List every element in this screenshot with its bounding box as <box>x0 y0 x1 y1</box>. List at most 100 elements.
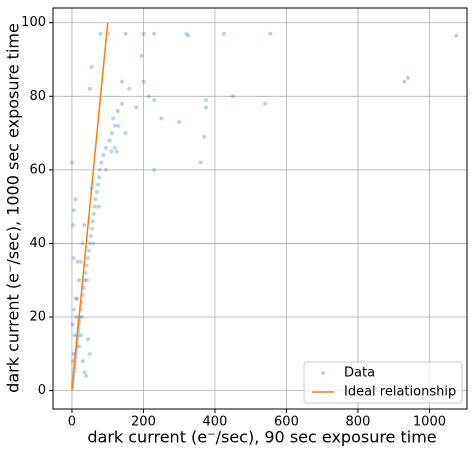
data-point <box>454 33 459 38</box>
data-point <box>80 241 85 246</box>
data-point <box>103 167 108 172</box>
data-point <box>115 109 120 114</box>
data-point <box>109 149 114 154</box>
data-point <box>71 208 76 213</box>
ideal-line <box>71 22 109 391</box>
data-point <box>84 278 89 283</box>
data-point <box>221 31 226 36</box>
data-point <box>268 31 273 36</box>
data-point <box>97 175 102 180</box>
data-point <box>402 79 407 84</box>
data-point <box>89 226 94 231</box>
data-point <box>82 370 87 375</box>
data-point <box>146 94 151 99</box>
data-point <box>80 359 85 364</box>
legend-box <box>303 361 463 404</box>
data-point <box>93 197 98 202</box>
data-point <box>73 197 78 202</box>
data-point <box>75 259 80 264</box>
data-point <box>77 278 82 283</box>
legend-label: Data <box>344 366 375 381</box>
x-tick-label: 0 <box>68 415 76 430</box>
data-point <box>86 248 91 253</box>
data-point <box>97 167 102 172</box>
x-axis-label: dark current (e⁻/sec), 90 sec exposure t… <box>87 428 436 447</box>
data-point <box>84 373 89 378</box>
data-point <box>230 94 235 99</box>
data-point <box>77 344 82 349</box>
data-point <box>202 134 207 139</box>
data-point <box>78 333 83 338</box>
data-point <box>152 31 157 36</box>
data-point <box>127 86 132 91</box>
data-point <box>198 160 203 165</box>
data-point <box>204 105 209 110</box>
data-point <box>141 79 146 84</box>
x-tick-label: 400 <box>203 415 228 430</box>
data-point <box>94 189 99 194</box>
data-point <box>116 123 121 128</box>
data-point <box>96 204 101 209</box>
data-point <box>114 149 119 154</box>
data-point <box>159 116 164 121</box>
data-point <box>79 315 84 320</box>
x-tick-label: 1000 <box>413 415 446 430</box>
data-point <box>83 270 88 275</box>
data-point <box>70 322 75 327</box>
x-tick-label: 800 <box>346 415 371 430</box>
data-point <box>152 167 157 172</box>
x-tick-label: 200 <box>131 415 156 430</box>
y-tick-label: 0 <box>38 383 46 398</box>
data-point <box>72 333 77 338</box>
data-point <box>177 120 182 125</box>
data-point <box>87 86 92 91</box>
y-tick-label: 40 <box>29 236 46 251</box>
data-point <box>139 53 144 58</box>
data-point <box>406 75 411 80</box>
y-tick-label: 80 <box>29 89 46 104</box>
data-point <box>263 101 268 106</box>
data-point <box>89 64 94 69</box>
data-point <box>98 31 103 36</box>
data-point <box>107 138 112 143</box>
data-point <box>91 241 96 246</box>
data-point <box>141 31 146 36</box>
data-point <box>99 160 104 165</box>
data-point <box>120 79 124 84</box>
data-point <box>78 259 83 264</box>
data-point <box>74 315 79 320</box>
data-point <box>123 31 128 36</box>
data-point <box>204 97 209 102</box>
data-point <box>71 256 76 261</box>
data-point <box>85 256 90 261</box>
data-point <box>87 241 92 246</box>
data-point <box>103 145 108 150</box>
legend-label: Ideal relationship <box>344 385 456 400</box>
data-point <box>72 307 77 312</box>
data-point <box>91 212 96 217</box>
data-point <box>109 131 114 136</box>
data-point <box>111 116 116 121</box>
data-point <box>134 105 139 110</box>
data-point <box>86 337 91 342</box>
data-point <box>112 145 117 150</box>
legend-marker <box>321 371 325 375</box>
data-point <box>123 131 128 136</box>
data-point <box>88 234 93 239</box>
data-point <box>90 219 95 224</box>
y-tick-label: 20 <box>29 310 46 325</box>
data-point <box>120 101 124 106</box>
data-point <box>152 97 157 102</box>
y-tick-label: 100 <box>21 15 46 30</box>
plot-frame <box>52 7 468 410</box>
y-axis-label: dark current (e⁻/sec), 1000 sec exposure… <box>4 23 23 393</box>
y-tick-label: 60 <box>29 162 46 177</box>
data-point <box>184 31 189 36</box>
data-point <box>92 204 97 209</box>
data-point <box>96 182 101 187</box>
data-point <box>82 223 87 228</box>
data-point <box>186 33 191 38</box>
data-point <box>69 160 74 165</box>
data-point <box>71 223 76 228</box>
